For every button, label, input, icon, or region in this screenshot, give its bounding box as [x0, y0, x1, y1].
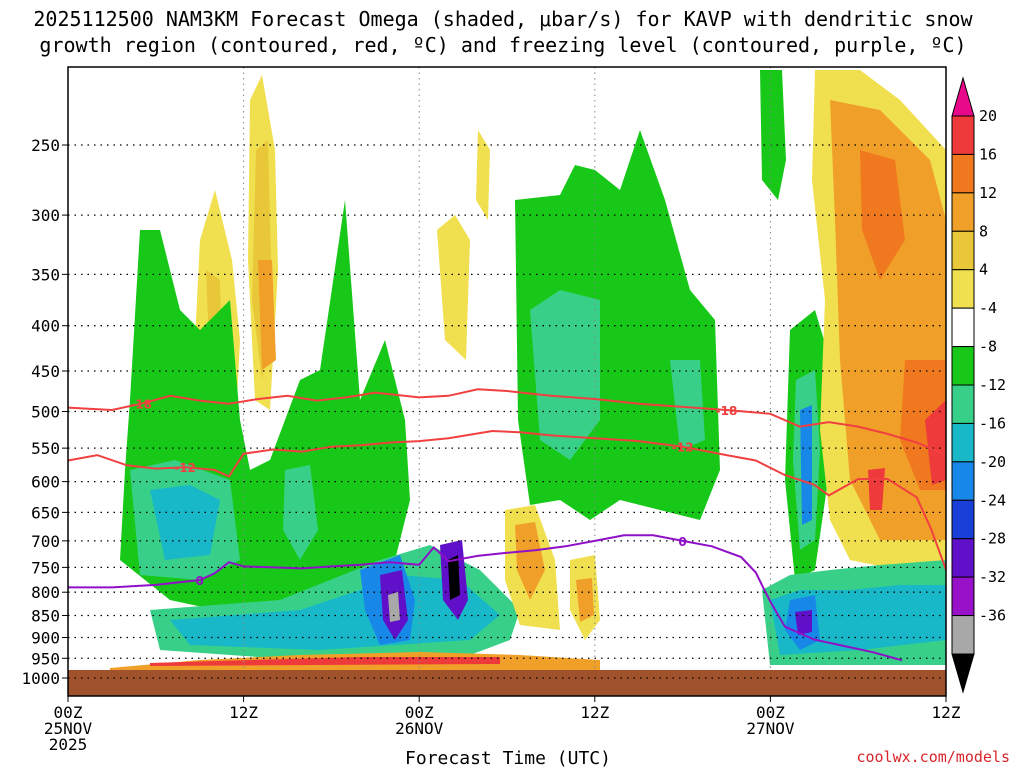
colorbar-label: -28 — [979, 530, 1006, 548]
y-tick-label: 1000 — [21, 669, 60, 688]
contour-dgz_minus18 — [67, 388, 947, 457]
contour-label: -18 — [130, 398, 152, 412]
colorbar-swatch — [951, 538, 975, 578]
x-tick-label: 25NOV — [44, 719, 93, 738]
colorbar-swatch — [951, 346, 975, 386]
y-tick-label: 750 — [31, 558, 60, 577]
colorbar-swatch — [951, 192, 975, 232]
colorbar-label: -32 — [979, 568, 1006, 586]
x-tick-label: 12Z — [932, 703, 961, 722]
contour-label: -12 — [672, 441, 694, 455]
colorbar-swatch — [951, 461, 975, 501]
y-tick-label: 300 — [31, 206, 60, 225]
colorbar-swatch — [951, 615, 975, 655]
y-tick-label: 450 — [31, 362, 60, 381]
colorbar-swatch — [951, 499, 975, 540]
colorbar-label: -4 — [979, 299, 997, 317]
y-tick-label: 600 — [31, 473, 60, 492]
y-tick-label: 550 — [31, 439, 60, 458]
x-tick-label: 12Z — [580, 703, 609, 722]
plot-area: -18 -18 -12 -12 0 0 250 300 350 400 450 500 550 600 6… — [21, 66, 961, 754]
colorbar-swatch — [951, 307, 975, 348]
contour-label: 0 — [196, 574, 204, 588]
omega-shading — [68, 70, 946, 696]
colorbar-label: 16 — [979, 145, 997, 163]
colorbar-swatch — [951, 76, 975, 117]
contour-label: -12 — [174, 461, 196, 475]
colorbar-swatch — [951, 653, 975, 694]
colorbar-label: 20 — [979, 107, 997, 125]
x-tick-label: 26NOV — [395, 719, 444, 738]
x-tick-label: 00Z — [405, 703, 434, 722]
contour-freezing_level — [68, 534, 903, 662]
y-tick-label: 850 — [31, 607, 60, 626]
colorbar-label: 4 — [979, 261, 988, 279]
colorbar-label: 8 — [979, 222, 988, 240]
contour-dgz_minus12 — [67, 429, 947, 571]
y-tick-label: 700 — [31, 532, 60, 551]
contour-lines: -18 -18 -12 -12 0 0 — [67, 388, 947, 662]
y-tick-label: 250 — [31, 136, 60, 155]
terrain-fill — [68, 670, 946, 696]
colorbar-label: -12 — [979, 376, 1006, 394]
colorbar: 20 16 12 8 4 -4 -8 -12 -16 -20 -24 -28 -32 -36 — [951, 76, 1006, 694]
x-tick-label: 27NOV — [746, 719, 795, 738]
contour-label: -18 — [716, 404, 738, 418]
colorbar-label: -8 — [979, 338, 997, 356]
x-tick-label: 12Z — [229, 703, 258, 722]
colorbar-swatch — [951, 576, 975, 617]
colorbar-label: -24 — [979, 491, 1006, 509]
plot-frame — [67, 66, 947, 697]
y-tick-label: 950 — [31, 649, 60, 668]
y-tick-label: 400 — [31, 317, 60, 336]
colorbar-label: -16 — [979, 414, 1006, 432]
x-tick-label: 2025 — [49, 735, 88, 754]
colorbar-swatch — [951, 115, 975, 155]
x-axis-label: Forecast Time (UTC) — [405, 748, 611, 768]
y-tick-label: 900 — [31, 628, 60, 647]
contour-label: 0 — [678, 535, 686, 549]
credit-text: coolwx.com/models — [856, 748, 1010, 766]
colorbar-swatch — [951, 384, 975, 424]
colorbar-label: -36 — [979, 607, 1006, 625]
y-tick-label: 350 — [31, 265, 60, 284]
x-tick-label: 00Z — [54, 703, 83, 722]
chart-title-line-2: growth region (contoured, red, ºC) and f… — [39, 33, 966, 57]
y-axis-ticks: 250 300 350 400 450 500 550 600 650 700 750 800 850 9… — [21, 136, 68, 688]
y-tick-label: 650 — [31, 503, 60, 522]
x-tick-label: 00Z — [756, 703, 785, 722]
colorbar-swatch — [951, 230, 975, 271]
y-tick-label: 800 — [31, 583, 60, 602]
colorbar-swatch — [951, 422, 975, 463]
grid-lines — [68, 67, 946, 679]
colorbar-label: 12 — [979, 184, 997, 202]
chart-title-line-1: 2025112500 NAM3KM Forecast Omega (shaded… — [33, 7, 973, 31]
colorbar-label: -20 — [979, 453, 1006, 471]
y-tick-label: 500 — [31, 403, 60, 422]
colorbar-swatch — [951, 153, 975, 194]
colorbar-swatch — [951, 269, 975, 309]
